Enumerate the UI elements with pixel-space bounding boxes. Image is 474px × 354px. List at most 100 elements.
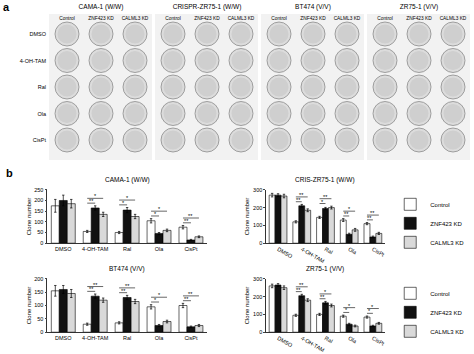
svg-text:**: ** (296, 197, 301, 203)
svg-text:**: ** (296, 287, 301, 293)
svg-text:CisPt: CisPt (184, 335, 198, 341)
svg-text:Control: Control (165, 16, 180, 21)
svg-text:CALML3 KD: CALML3 KD (122, 16, 149, 21)
svg-text:CALML3 KD: CALML3 KD (430, 329, 464, 335)
svg-text:Ola: Ola (155, 246, 165, 252)
svg-text:Ral: Ral (324, 335, 334, 344)
svg-text:*: * (345, 307, 348, 313)
svg-text:*: * (368, 308, 371, 314)
svg-text:50: 50 (37, 316, 43, 322)
svg-text:BT474 (V/V): BT474 (V/V) (295, 3, 331, 11)
svg-text:DMSO: DMSO (276, 335, 294, 349)
svg-text:CALML3 KD: CALML3 KD (228, 16, 255, 21)
svg-text:0: 0 (259, 240, 262, 246)
svg-text:**: ** (299, 192, 304, 198)
svg-text:ZR75-1 (V/V): ZR75-1 (V/V) (306, 265, 344, 273)
svg-text:Clone number: Clone number (244, 287, 250, 325)
svg-text:ZNF423 KD: ZNF423 KD (88, 16, 114, 21)
svg-text:150: 150 (34, 289, 43, 295)
svg-text:Ral: Ral (123, 335, 131, 341)
svg-text:*: * (154, 297, 157, 303)
svg-text:Ral: Ral (38, 84, 46, 90)
svg-text:**: ** (188, 291, 193, 297)
svg-text:**: ** (125, 283, 130, 289)
svg-text:Control: Control (430, 202, 449, 208)
svg-text:ZNF423 KD: ZNF423 KD (300, 16, 326, 21)
svg-text:100: 100 (34, 302, 43, 308)
svg-text:**: ** (299, 282, 304, 288)
svg-text:300: 300 (253, 187, 262, 193)
svg-text:Clone number: Clone number (26, 198, 32, 236)
svg-text:*: * (158, 292, 161, 298)
svg-text:DMSO: DMSO (55, 246, 72, 252)
svg-text:ZR75-1 (V/V): ZR75-1 (V/V) (400, 3, 438, 11)
svg-text:*: * (321, 199, 324, 205)
svg-text:**: ** (344, 211, 349, 217)
svg-text:CisPt: CisPt (184, 246, 198, 252)
svg-text:0: 0 (259, 329, 262, 335)
svg-text:**: ** (188, 213, 193, 219)
svg-text:**: ** (323, 194, 328, 200)
svg-text:4-OH-TAM: 4-OH-TAM (300, 246, 326, 264)
svg-text:4-OH-TAM: 4-OH-TAM (82, 246, 109, 252)
svg-text:Ola: Ola (37, 111, 47, 117)
svg-text:**: ** (320, 294, 325, 300)
svg-text:*: * (122, 200, 125, 206)
svg-text:**: ** (121, 288, 126, 294)
svg-text:DMSO: DMSO (30, 31, 47, 37)
svg-text:CALML3 KD: CALML3 KD (440, 16, 467, 21)
svg-text:a: a (3, 1, 10, 13)
svg-text:100: 100 (34, 219, 43, 225)
svg-text:*: * (154, 211, 157, 217)
svg-text:CAMA-1 (W/W): CAMA-1 (W/W) (79, 3, 124, 11)
svg-text:150: 150 (34, 208, 43, 214)
svg-text:Ral: Ral (123, 246, 131, 252)
svg-text:4-OH-TAM: 4-OH-TAM (300, 335, 326, 353)
svg-text:ZNF423 KD: ZNF423 KD (430, 310, 462, 316)
svg-text:ZNF423 KD: ZNF423 KD (194, 16, 220, 21)
svg-text:Control: Control (59, 16, 74, 21)
svg-text:ZNF423 KD: ZNF423 KD (406, 16, 432, 21)
svg-text:CRIS-ZR75-1 (W/W): CRIS-ZR75-1 (W/W) (295, 176, 355, 184)
svg-text:*: * (94, 193, 97, 199)
svg-text:Clone number: Clone number (26, 287, 32, 325)
svg-text:*: * (158, 206, 161, 212)
svg-text:50: 50 (37, 229, 43, 235)
svg-text:b: b (6, 167, 13, 179)
svg-text:*: * (348, 206, 351, 212)
svg-text:DMSO: DMSO (55, 335, 72, 341)
svg-text:*: * (371, 304, 374, 310)
svg-text:Ral: Ral (324, 246, 334, 255)
svg-text:0: 0 (40, 329, 43, 335)
svg-text:ZNF423 KD: ZNF423 KD (430, 221, 462, 227)
svg-text:Ola: Ola (347, 335, 358, 345)
svg-text:4-OH-TAM: 4-OH-TAM (82, 335, 109, 341)
svg-text:100: 100 (253, 311, 262, 317)
svg-text:Ola: Ola (155, 335, 165, 341)
svg-text:CALML3 KD: CALML3 KD (334, 16, 361, 21)
svg-text:**: ** (89, 286, 94, 292)
svg-text:200: 200 (253, 205, 262, 211)
svg-text:200: 200 (253, 294, 262, 300)
svg-text:*: * (348, 303, 351, 309)
svg-text:**: ** (370, 210, 375, 216)
svg-text:CALML3 KD: CALML3 KD (430, 240, 464, 246)
svg-text:Ola: Ola (347, 246, 358, 256)
svg-text:200: 200 (34, 276, 43, 282)
svg-text:**: ** (184, 218, 189, 224)
svg-text:CisPt: CisPt (33, 137, 47, 143)
svg-text:CisPt: CisPt (371, 246, 386, 258)
svg-text:DMSO: DMSO (276, 246, 294, 260)
svg-text:CAMA-1 (W/W): CAMA-1 (W/W) (105, 176, 150, 184)
svg-text:250: 250 (34, 187, 43, 193)
svg-text:**: ** (93, 282, 98, 288)
svg-text:300: 300 (253, 276, 262, 282)
svg-text:**: ** (89, 198, 94, 204)
svg-text:Clone number: Clone number (244, 198, 250, 236)
svg-text:CisPt: CisPt (371, 335, 386, 347)
svg-text:200: 200 (34, 197, 43, 203)
svg-text:**: ** (184, 296, 189, 302)
svg-text:Control: Control (377, 16, 392, 21)
svg-text:**: ** (367, 215, 372, 221)
svg-text:4-OH-TAM: 4-OH-TAM (20, 58, 47, 64)
